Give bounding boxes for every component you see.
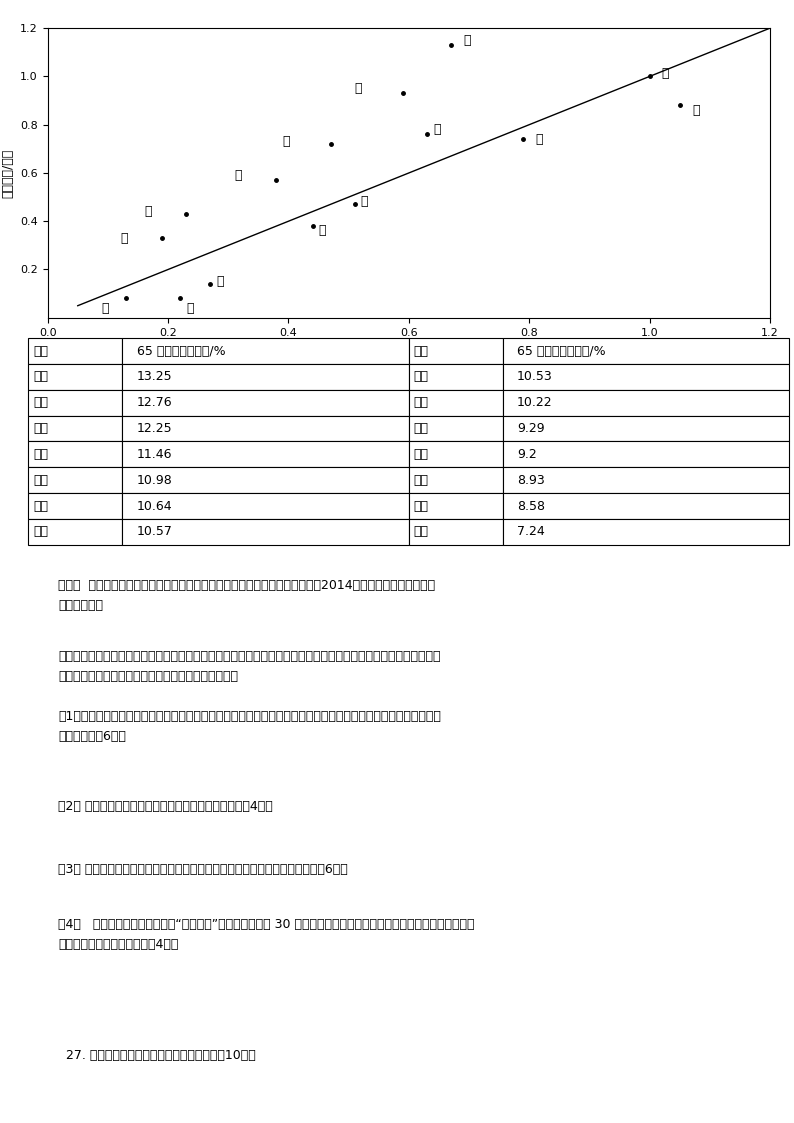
Text: 沪: 沪 [216, 275, 224, 289]
Text: 辽: 辽 [318, 225, 326, 237]
Text: 渝: 渝 [120, 231, 127, 245]
Text: 浙: 浙 [360, 195, 368, 209]
Text: （1）由于人口迁移导致常住人口与户籍人口不一致。分析我国人口迁移的空间特点，并分析人口迁移对迁出地区造
成的影响。（6分）: （1）由于人口迁移导致常住人口与户籍人口不一致。分析我国人口迁移的空间特点，并分… [59, 710, 441, 743]
Text: 桂: 桂 [234, 168, 242, 182]
Text: 京: 京 [186, 302, 194, 314]
Text: 党的十八大五中全会指出，为促进人口均衡发展，坚持计划生育的基本国策，完善人口发展战略，全面实施一对夫妇
可生育两个孩子政策，积极开展应对人口老龄化行动。: 党的十八大五中全会指出，为促进人口均衡发展，坚持计划生育的基本国策，完善人口发展… [59, 650, 441, 683]
Text: 豫: 豫 [463, 34, 471, 47]
Text: 粤: 粤 [692, 103, 700, 117]
Text: 皖: 皖 [283, 135, 290, 148]
Text: 苏: 苏 [535, 133, 543, 146]
Text: 川: 川 [355, 82, 362, 95]
Text: 湘: 湘 [433, 124, 441, 136]
Y-axis label: 户籍人口/亿人: 户籍人口/亿人 [2, 148, 14, 198]
Text: 材料二  老龄化带来的巨大养老压力已经成为我国面临的重大问题。上面表格是2014年我国部分省区常住人口
老龄化数据。: 材料二 老龄化带来的巨大养老压力已经成为我国面临的重大问题。上面表格是2014年… [59, 578, 436, 612]
Text: 津: 津 [102, 302, 110, 314]
Text: 鲁: 鲁 [661, 67, 669, 81]
Text: （2） 据材料，分析我国人口老龄化的特点及其原因。（4分）: （2） 据材料，分析我国人口老龄化的特点及其原因。（4分） [59, 801, 273, 813]
Text: （3） 比较四川省和广东省常住人口老龄化程度的差异，并分析其中的原因。（6分）: （3） 比较四川省和广东省常住人口老龄化程度的差异，并分析其中的原因。（6分） [59, 862, 349, 876]
Text: （4）   有人认为，我国全面实施“二孩政策”，就是放弃坚持 30 多年的计划生育基本国策，鼓励多生多育，你是否认同
这样的观点？请说明理由。（4分）: （4） 有人认为，我国全面实施“二孩政策”，就是放弃坚持 30 多年的计划生育基… [59, 917, 475, 951]
X-axis label: 常住人口/亿人: 常住人口/亿人 [384, 343, 434, 356]
Text: 黔: 黔 [144, 206, 152, 218]
Text: 27. 读某城市空间布局图，回答下列问题。！10分）: 27. 读某城市空间布局图，回答下列问题。！10分） [59, 1049, 256, 1062]
